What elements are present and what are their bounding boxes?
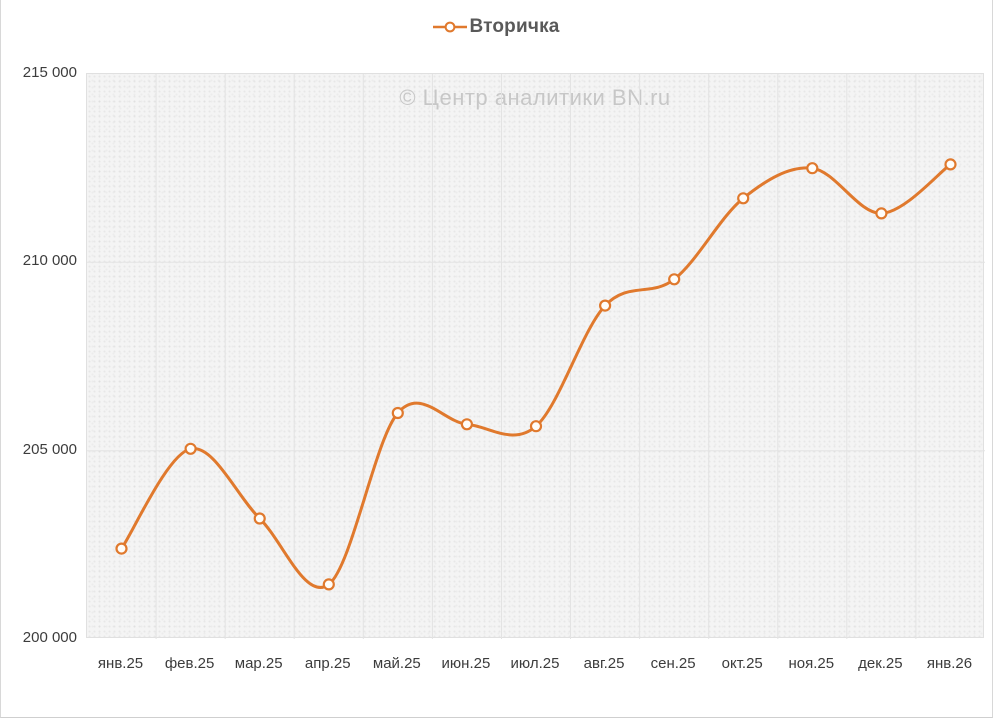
line-marker-icon <box>433 21 468 33</box>
y-axis-tick-label: 200 000 <box>22 629 77 646</box>
data-point-marker <box>737 192 750 205</box>
data-point-marker <box>322 578 335 591</box>
data-point-marker <box>184 442 197 455</box>
x-axis-tick-label: фев.25 <box>164 655 215 672</box>
data-point-marker <box>806 162 819 175</box>
plot-area: © Центр аналитики BN.ru <box>86 73 985 639</box>
series-plot <box>87 74 985 639</box>
data-point-marker <box>391 406 404 420</box>
x-axis-tick-label: сен.25 <box>650 655 696 672</box>
legend-label: Вторичка <box>469 16 560 37</box>
x-axis-tick-label: авг.25 <box>583 655 625 672</box>
x-axis-tick-label: мар.25 <box>234 655 283 672</box>
x-axis-tick-label: окт.25 <box>721 655 763 672</box>
data-point-marker <box>875 207 888 220</box>
data-point-marker <box>115 542 128 555</box>
x-axis-tick-label: июн.25 <box>441 655 491 672</box>
y-axis-tick-label: 215 000 <box>22 64 77 81</box>
y-axis-tick-label: 205 000 <box>22 440 77 458</box>
data-point-marker <box>253 512 266 525</box>
x-axis-tick-label: апр.25 <box>304 655 351 672</box>
x-axis-tick-label: май.25 <box>372 655 421 672</box>
x-axis-tick-label: дек.25 <box>858 655 903 672</box>
data-point-marker <box>460 418 473 431</box>
x-axis-tick-label: ноя.25 <box>788 655 835 672</box>
data-point-marker <box>668 273 681 286</box>
legend[interactable]: Вторичка <box>1 16 992 38</box>
x-axis-tick-label: янв.26 <box>926 655 973 672</box>
x-axis-tick-label: июл.25 <box>510 655 560 672</box>
series-line-path <box>120 162 952 589</box>
data-point-marker <box>598 299 612 312</box>
data-point-marker <box>529 420 543 433</box>
x-axis-tick-label: янв.25 <box>97 655 144 672</box>
data-point-marker <box>944 158 957 171</box>
y-axis-tick-label: 210 000 <box>22 252 77 270</box>
